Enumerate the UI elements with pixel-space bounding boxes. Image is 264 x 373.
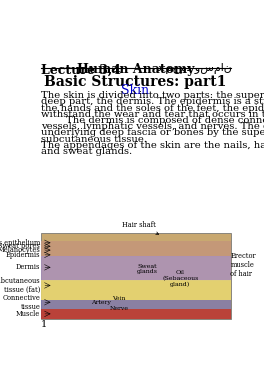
Text: Vein: Vein — [112, 296, 126, 301]
Text: Muscle: Muscle — [16, 310, 40, 318]
Text: 1: 1 — [41, 320, 48, 329]
Text: The dermis is composed of dense connective tissue containing many blood: The dermis is composed of dense connecti… — [41, 116, 264, 125]
Text: Lecture 3,4: Lecture 3,4 — [41, 63, 121, 76]
Text: Human Anatomy: Human Anatomy — [77, 63, 194, 76]
Text: and sweat glands.: and sweat glands. — [41, 147, 132, 156]
Text: Melanocytes: Melanocytes — [0, 246, 40, 254]
Text: Basic Structures: part1: Basic Structures: part1 — [44, 75, 227, 89]
Text: Subcutaneous
tissue (fat): Subcutaneous tissue (fat) — [0, 277, 40, 294]
Text: Oil
(Sebaceous
gland): Oil (Sebaceous gland) — [162, 270, 199, 287]
Text: Dermis: Dermis — [16, 263, 40, 271]
Bar — [41, 241, 232, 257]
Bar — [41, 256, 232, 281]
Text: Nerve: Nerve — [110, 306, 128, 311]
Text: د.محمد وسمان: د.محمد وسمان — [157, 63, 232, 75]
Bar — [41, 280, 232, 300]
Text: Hair shaft: Hair shaft — [122, 222, 159, 234]
Text: Sweat
glands: Sweat glands — [137, 264, 158, 275]
Text: Connective
tissue: Connective tissue — [2, 294, 40, 311]
Text: subcutaneous tissue.: subcutaneous tissue. — [41, 135, 147, 144]
Text: Sweat pores: Sweat pores — [0, 242, 40, 250]
Text: the hands and the soles of the feet, the epidermis is extremely thick, to: the hands and the soles of the feet, the… — [41, 104, 264, 113]
Text: Erector
muscle
of hair: Erector muscle of hair — [230, 251, 256, 278]
Bar — [41, 309, 232, 319]
Text: Skin: Skin — [121, 84, 149, 97]
Bar — [41, 300, 232, 309]
Text: underlying deep fascia or bones by the superficial fascia, otherwise known as: underlying deep fascia or bones by the s… — [41, 128, 264, 137]
Text: deep part, the dermis. The epidermis is a stratified epithelium. On the palms of: deep part, the dermis. The epidermis is … — [41, 97, 264, 106]
Text: Squamous epithelium: Squamous epithelium — [0, 239, 40, 247]
Text: The skin is divided into two parts: the superficial part, the epidermis; and the: The skin is divided into two parts: the … — [41, 91, 264, 100]
Text: Artery: Artery — [91, 300, 110, 305]
Bar — [41, 233, 232, 319]
Text: vessels, lymphatic vessels, and nerves. The dermis of the skin is connected to t: vessels, lymphatic vessels, and nerves. … — [41, 122, 264, 131]
Text: The appendages of the skin are the nails, hair follicles, sebaceous glands,: The appendages of the skin are the nails… — [41, 141, 264, 150]
Text: Epidermis: Epidermis — [6, 251, 40, 259]
Text: withstand the wear and tear that occurs in these regions.: withstand the wear and tear that occurs … — [41, 110, 264, 119]
